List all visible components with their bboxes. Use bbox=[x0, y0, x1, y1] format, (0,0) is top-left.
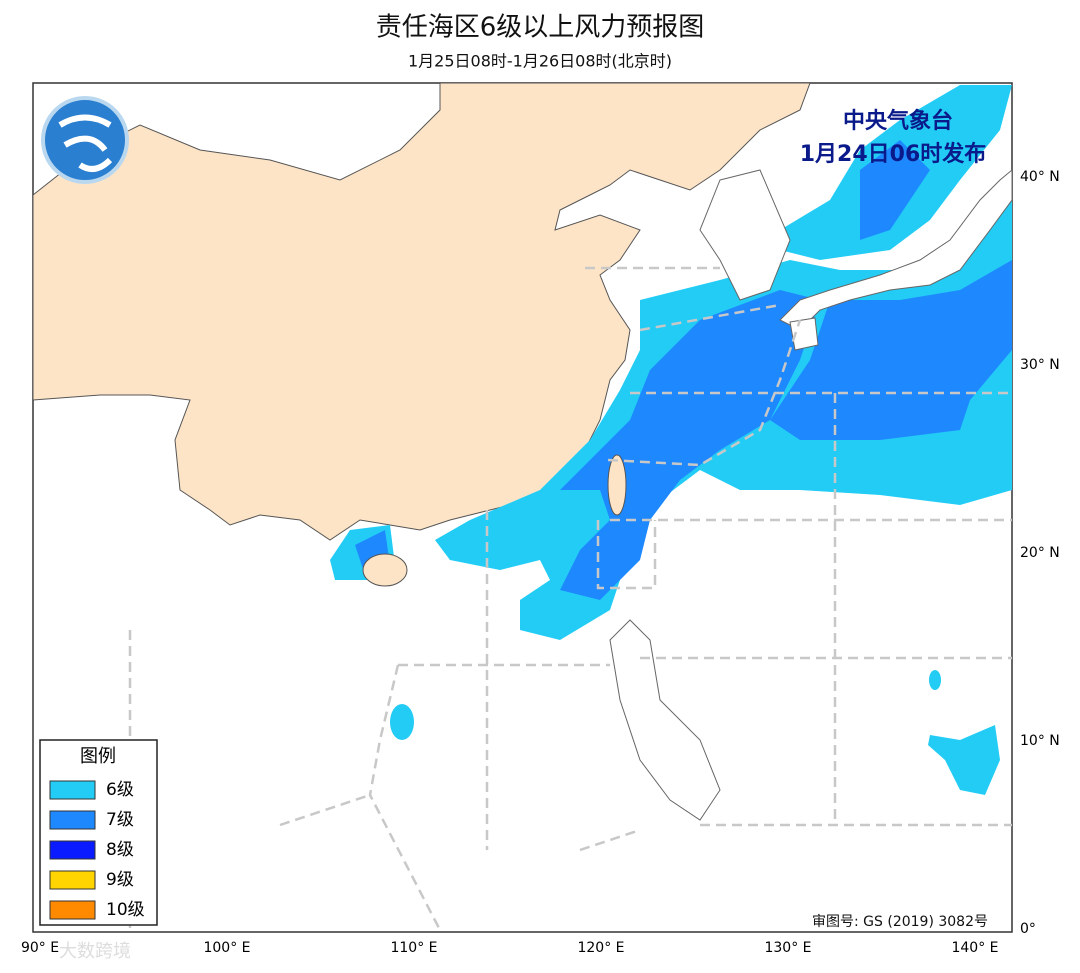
logo bbox=[41, 96, 129, 184]
legend-swatch bbox=[49, 870, 96, 890]
lon-label: 140° E bbox=[951, 940, 998, 956]
lat-label: 10° N bbox=[1020, 733, 1060, 749]
subtitle: 1月25日08时-1月26日08时(北京时) bbox=[408, 52, 672, 71]
legend-swatch bbox=[49, 840, 96, 860]
legend-label: 9级 bbox=[106, 870, 134, 890]
lon-label: 100° E bbox=[203, 940, 250, 956]
title: 责任海区6级以上风力预报图 bbox=[376, 13, 705, 43]
watermark: 大数跨境 bbox=[59, 941, 131, 962]
issue-time: 1月24日06时发布 bbox=[800, 141, 987, 167]
legend-label: 8级 bbox=[106, 840, 134, 860]
lon-label: 90° E bbox=[21, 940, 59, 956]
lon-label: 110° E bbox=[390, 940, 437, 956]
map: 中央气象台 1月24日06时发布 bbox=[32, 82, 1013, 933]
legend-swatch bbox=[49, 780, 96, 800]
lon-label: 130° E bbox=[764, 940, 811, 956]
approval: 审图号: GS (2019) 3082号 bbox=[812, 914, 988, 930]
lat-label: 0° bbox=[1020, 921, 1036, 937]
lon-label: 120° E bbox=[577, 940, 624, 956]
legend: 图例 6级 7级 8级 9级 10级 bbox=[39, 739, 158, 926]
legend-title: 图例 bbox=[80, 746, 116, 767]
legend-label: 7级 bbox=[106, 810, 134, 830]
issuer: 中央气象台 bbox=[843, 108, 953, 134]
lat-label: 40° N bbox=[1020, 169, 1060, 185]
lat-label: 30° N bbox=[1020, 357, 1060, 373]
legend-label: 6级 bbox=[106, 780, 134, 800]
legend-swatch bbox=[49, 900, 96, 920]
lat-label: 20° N bbox=[1020, 545, 1060, 561]
legend-label: 10级 bbox=[106, 900, 145, 920]
legend-swatch bbox=[49, 810, 96, 830]
